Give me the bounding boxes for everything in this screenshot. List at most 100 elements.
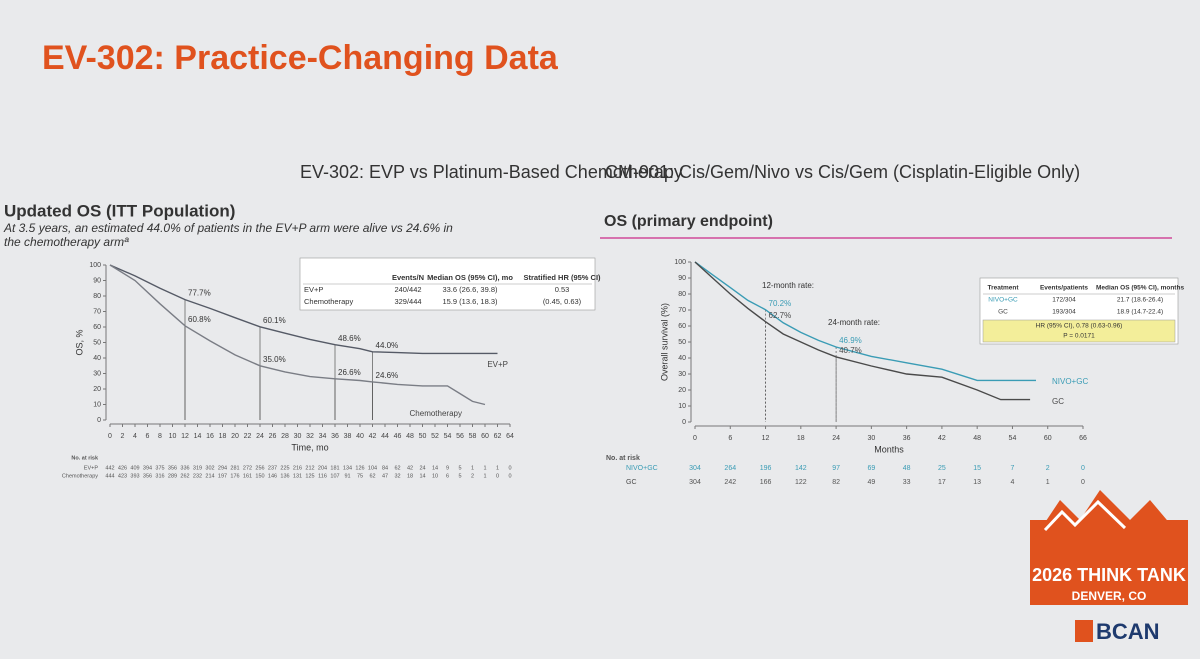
x-tick-label: 16 <box>206 433 214 440</box>
logo-org: BCAN <box>1096 619 1160 644</box>
table-cell: Chemotherapy <box>304 297 353 306</box>
chart-title: OS (primary endpoint) <box>604 213 773 230</box>
x-tick-label: 66 <box>1079 435 1087 442</box>
x-tick-label: 60 <box>481 433 489 440</box>
series-label: Chemotherapy <box>410 409 462 418</box>
x-tick-label: 8 <box>158 433 162 440</box>
risk-count: 33 <box>903 479 911 486</box>
risk-count: 166 <box>760 479 772 486</box>
table-header: Events/N <box>392 273 424 282</box>
table-cell: 15.9 (13.6, 18.3) <box>442 297 498 306</box>
table-cell: 18.9 (14.7-22.4) <box>1117 309 1163 316</box>
risk-title: No. at risk <box>71 455 99 461</box>
series-label: NIVO+GC <box>1052 377 1088 386</box>
risk-count: 302 <box>205 465 214 471</box>
risk-count: 84 <box>382 465 388 471</box>
risk-count: 5 <box>458 473 461 479</box>
x-tick-label: 12 <box>762 435 770 442</box>
y-tick-label: 70 <box>678 307 686 314</box>
x-tick-label: 2 <box>121 433 125 440</box>
risk-count: 136 <box>280 473 289 479</box>
risk-count: 47 <box>382 473 388 479</box>
risk-count: 15 <box>973 465 981 472</box>
risk-count: 146 <box>268 473 277 479</box>
annotation-label: 48.6% <box>338 334 361 343</box>
table-cell: EV+P <box>304 285 323 294</box>
risk-count: 336 <box>180 465 189 471</box>
risk-count: 9 <box>446 465 449 471</box>
risk-count: 1 <box>483 465 486 471</box>
risk-count: 4 <box>1011 479 1015 486</box>
x-tick-label: 6 <box>146 433 150 440</box>
table-footer: HR (95% CI), 0.78 (0.63-0.96) <box>1036 323 1123 330</box>
risk-count: 394 <box>143 465 152 471</box>
risk-count: 426 <box>118 465 127 471</box>
annotation-label: 60.8% <box>188 315 211 324</box>
y-tick-label: 30 <box>93 370 101 377</box>
x-tick-label: 14 <box>194 433 202 440</box>
risk-row-label: GC <box>626 479 637 486</box>
x-tick-label: 22 <box>244 433 252 440</box>
x-tick-label: 28 <box>281 433 289 440</box>
x-tick-label: 20 <box>231 433 239 440</box>
slide-title: EV-302: Practice-Changing Data <box>42 39 559 77</box>
table-highlight <box>982 319 1176 343</box>
risk-count: 304 <box>689 479 701 486</box>
y-tick-label: 20 <box>678 387 686 394</box>
table-cell: 329/444 <box>394 297 421 306</box>
y-tick-label: 60 <box>678 323 686 330</box>
y-tick-label: 90 <box>93 277 101 284</box>
x-tick-label: 30 <box>867 435 875 442</box>
risk-count: 25 <box>938 465 946 472</box>
risk-row-label: EV+P <box>84 465 99 471</box>
x-tick-label: 46 <box>394 433 402 440</box>
x-tick-label: 36 <box>331 433 339 440</box>
risk-count: 13 <box>973 479 981 486</box>
risk-count: 82 <box>832 479 840 486</box>
y-tick-label: 40 <box>93 355 101 362</box>
annotation-label: 44.0% <box>376 341 399 350</box>
risk-count: 2 <box>471 473 474 479</box>
y-tick-label: 100 <box>674 259 686 266</box>
risk-count: 375 <box>155 465 164 471</box>
x-tick-label: 0 <box>108 433 112 440</box>
risk-count: 237 <box>268 465 277 471</box>
x-tick-label: 54 <box>1009 435 1017 442</box>
risk-count: 216 <box>293 465 302 471</box>
risk-count: 5 <box>458 465 461 471</box>
risk-count: 75 <box>357 473 363 479</box>
risk-row-label: NIVO+GC <box>626 465 658 472</box>
annotation-note: 24-month rate: <box>828 318 880 327</box>
risk-count: 18 <box>407 473 413 479</box>
table-header: Median OS (95% CI), months <box>1096 285 1185 292</box>
logo-mark <box>1075 620 1093 642</box>
risk-count: 442 <box>105 465 114 471</box>
risk-count: 256 <box>255 465 264 471</box>
risk-count: 197 <box>218 473 227 479</box>
annotation-label: 24.6% <box>376 371 399 380</box>
risk-count: 0 <box>496 473 499 479</box>
x-tick-label: 0 <box>693 435 697 442</box>
y-tick-label: 30 <box>678 371 686 378</box>
x-tick-label: 30 <box>294 433 302 440</box>
chart-title: Updated OS (ITT Population) <box>4 201 235 220</box>
risk-count: 393 <box>130 473 139 479</box>
annotation-label: 77.7% <box>188 289 211 298</box>
risk-count: 62 <box>394 465 400 471</box>
risk-count: 272 <box>243 465 252 471</box>
chart-heading: CM-901: Cis/Gem/Nivo vs Cis/Gem (Cisplat… <box>605 162 1080 182</box>
x-tick-label: 54 <box>444 433 452 440</box>
risk-count: 91 <box>344 473 350 479</box>
risk-count: 232 <box>193 473 202 479</box>
y-tick-label: 50 <box>93 339 101 346</box>
y-tick-label: 10 <box>678 403 686 410</box>
y-tick-label: 20 <box>93 386 101 393</box>
chart-heading: EV-302: EVP vs Platinum-Based Chemothera… <box>300 162 683 182</box>
y-tick-label: 60 <box>93 324 101 331</box>
x-tick-label: 42 <box>369 433 377 440</box>
risk-count: 319 <box>193 465 202 471</box>
table-cell: (0.45, 0.63) <box>543 297 582 306</box>
risk-count: 212 <box>305 465 314 471</box>
logo-place: DENVER, CO <box>1072 589 1147 603</box>
